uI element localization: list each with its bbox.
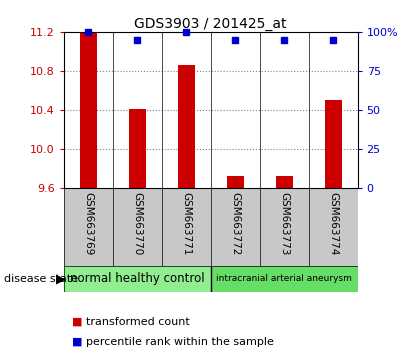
Text: ▶: ▶ bbox=[55, 272, 65, 285]
Text: percentile rank within the sample: percentile rank within the sample bbox=[86, 337, 274, 347]
Title: GDS3903 / 201425_at: GDS3903 / 201425_at bbox=[134, 17, 287, 31]
Text: GSM663774: GSM663774 bbox=[328, 192, 338, 255]
Text: GSM663770: GSM663770 bbox=[132, 192, 142, 255]
Bar bbox=[178, 65, 195, 188]
Text: disease state: disease state bbox=[4, 274, 78, 284]
Text: GSM663772: GSM663772 bbox=[230, 192, 240, 255]
FancyBboxPatch shape bbox=[211, 266, 358, 292]
Text: normal healthy control: normal healthy control bbox=[70, 272, 205, 285]
Text: ■: ■ bbox=[72, 337, 83, 347]
Bar bbox=[80, 33, 97, 188]
Bar bbox=[275, 176, 293, 188]
Text: GSM663773: GSM663773 bbox=[279, 192, 289, 255]
Text: transformed count: transformed count bbox=[86, 317, 190, 327]
Bar bbox=[226, 176, 244, 188]
Text: GSM663771: GSM663771 bbox=[181, 192, 191, 255]
Bar bbox=[325, 100, 342, 188]
Text: GSM663769: GSM663769 bbox=[83, 192, 93, 255]
Text: intracranial arterial aneurysm: intracranial arterial aneurysm bbox=[216, 274, 352, 283]
Bar bbox=[129, 109, 146, 188]
Text: ■: ■ bbox=[72, 317, 83, 327]
